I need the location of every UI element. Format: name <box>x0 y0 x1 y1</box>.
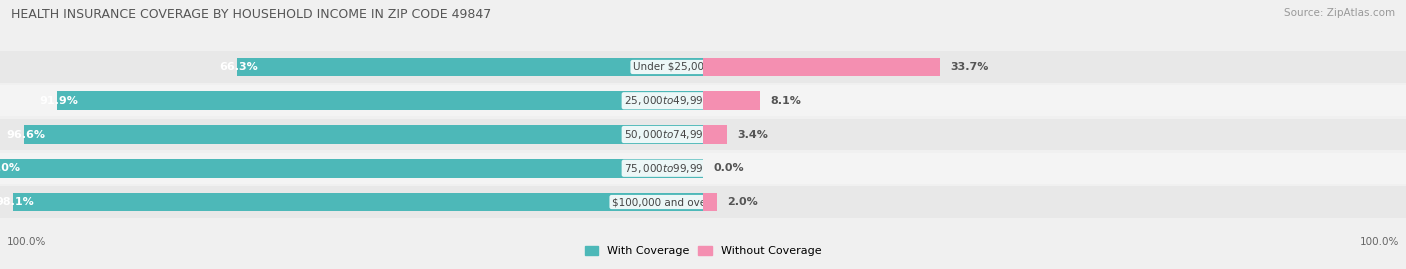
Bar <box>0 153 1406 184</box>
Bar <box>0 186 1406 218</box>
Text: 66.3%: 66.3% <box>219 62 259 72</box>
Text: 100.0%: 100.0% <box>7 237 46 247</box>
Bar <box>0 159 703 178</box>
Text: 98.1%: 98.1% <box>0 197 35 207</box>
Text: $100,000 and over: $100,000 and over <box>612 197 710 207</box>
Text: 100.0%: 100.0% <box>0 163 21 173</box>
Text: 8.1%: 8.1% <box>770 96 801 106</box>
Text: Under $25,000: Under $25,000 <box>633 62 710 72</box>
Bar <box>0 186 1406 218</box>
Bar <box>24 125 703 144</box>
Bar <box>0 51 1406 83</box>
Bar <box>703 125 727 144</box>
Text: 96.6%: 96.6% <box>6 129 45 140</box>
Bar <box>703 193 717 211</box>
Bar <box>0 153 1406 184</box>
Bar <box>0 51 1406 83</box>
Text: 33.7%: 33.7% <box>950 62 988 72</box>
Legend: With Coverage, Without Coverage: With Coverage, Without Coverage <box>581 241 825 261</box>
Bar <box>703 58 941 76</box>
Bar <box>703 91 759 110</box>
Text: 3.4%: 3.4% <box>738 129 768 140</box>
Text: Source: ZipAtlas.com: Source: ZipAtlas.com <box>1284 8 1395 18</box>
Bar <box>0 85 1406 116</box>
Text: 2.0%: 2.0% <box>728 197 758 207</box>
Text: $50,000 to $74,999: $50,000 to $74,999 <box>624 128 710 141</box>
Bar <box>13 193 703 211</box>
Bar <box>0 119 1406 150</box>
Bar <box>236 58 703 76</box>
Text: 100.0%: 100.0% <box>1360 237 1399 247</box>
Bar <box>56 91 703 110</box>
Text: $25,000 to $49,999: $25,000 to $49,999 <box>624 94 710 107</box>
Bar <box>0 85 1406 116</box>
Text: HEALTH INSURANCE COVERAGE BY HOUSEHOLD INCOME IN ZIP CODE 49847: HEALTH INSURANCE COVERAGE BY HOUSEHOLD I… <box>11 8 492 21</box>
Bar <box>0 119 1406 150</box>
Text: 0.0%: 0.0% <box>713 163 744 173</box>
Text: 91.9%: 91.9% <box>39 96 77 106</box>
Text: $75,000 to $99,999: $75,000 to $99,999 <box>624 162 710 175</box>
